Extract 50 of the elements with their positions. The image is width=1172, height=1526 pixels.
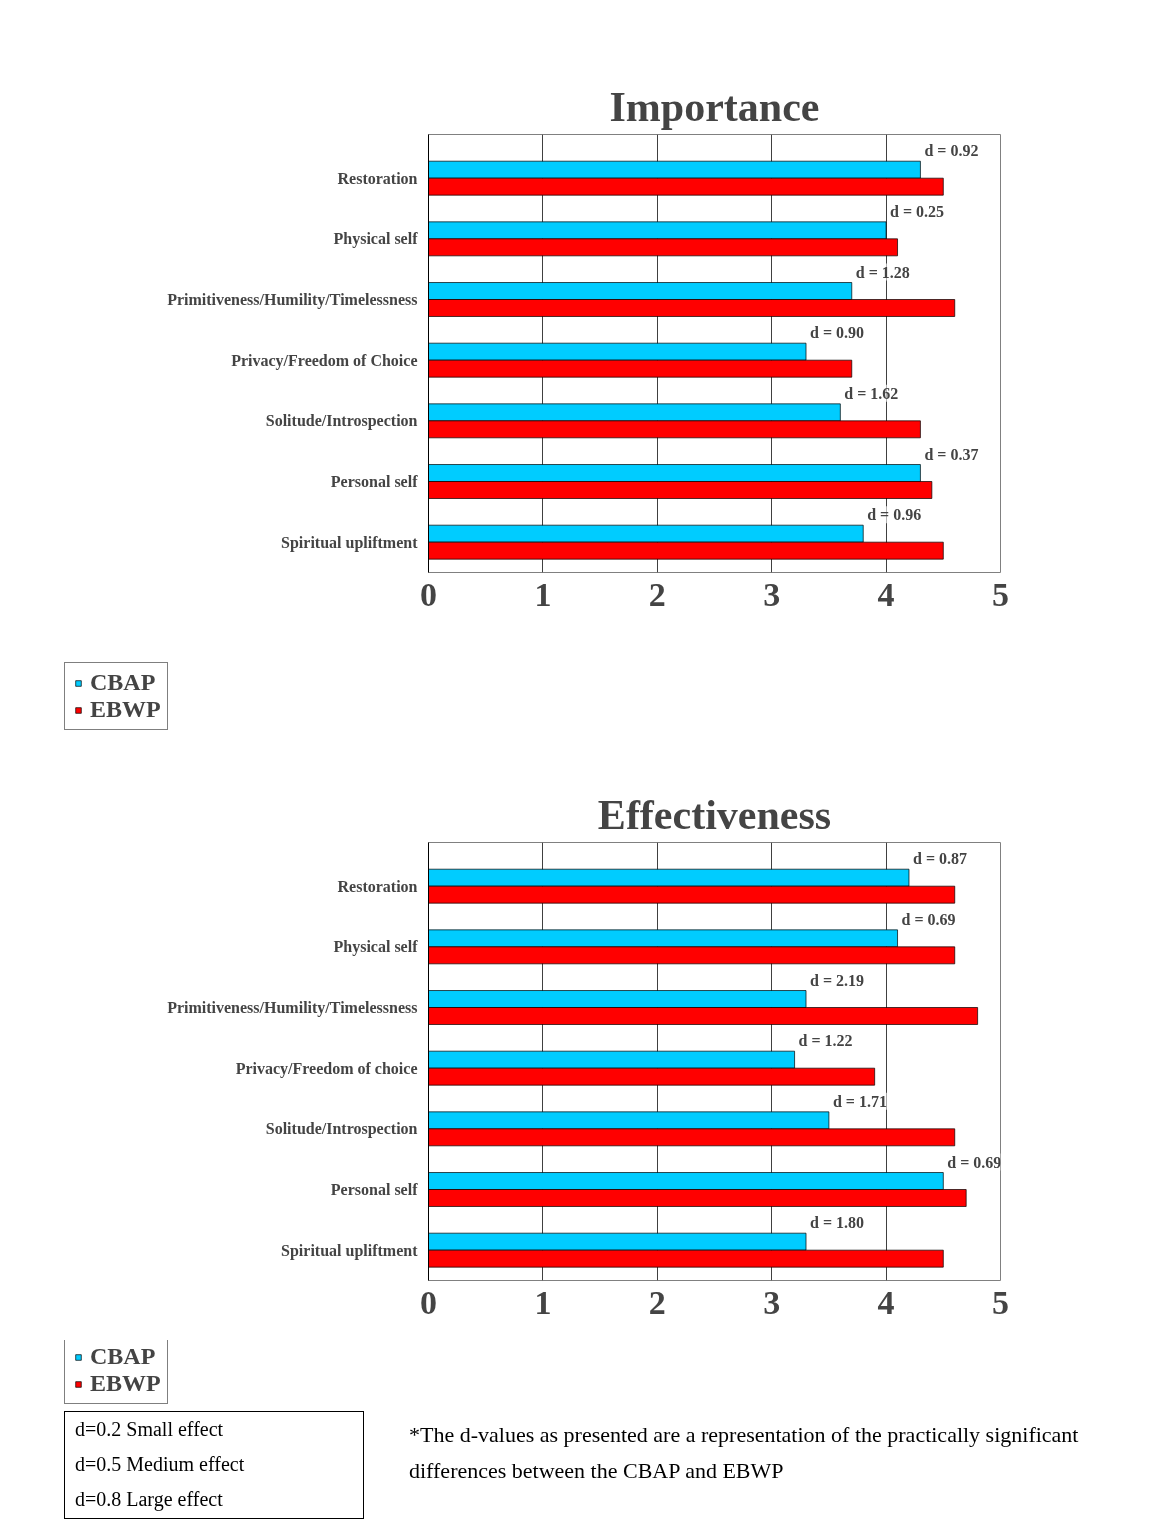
y-tick-label: Privacy/Freedom of choice xyxy=(235,1059,418,1078)
x-tick-label: 1 xyxy=(534,1283,552,1321)
legend-label: EBWP xyxy=(90,696,161,723)
x-tick-label: 5 xyxy=(992,575,1009,613)
annotation: d = 0.37 xyxy=(924,445,979,463)
y-tick-label: Primitiveness/Humility/Timelessness xyxy=(167,291,418,310)
y-tick-label: Primitiveness/Humility/Timelessness xyxy=(167,999,418,1018)
x-tick-label: 1 xyxy=(534,575,552,613)
y-tick-label: Personal self xyxy=(330,1181,419,1198)
text: d=0.8 Large effect xyxy=(75,1488,223,1510)
x-tick-label: 4 xyxy=(877,1283,895,1321)
annotation: d = 2.19 xyxy=(810,971,865,989)
y-tick-label: Personal self xyxy=(330,473,419,490)
annotation: d = 0.92 xyxy=(924,142,979,160)
x-tick-label: 2 xyxy=(648,1283,666,1321)
text: d=0.5 Medium effect xyxy=(75,1453,245,1475)
annotation: d = 0.25 xyxy=(890,202,945,220)
text: *The d-values as presented are a representation of the practically significant differences between the CBAP and EBWP xyxy=(409,1421,1080,1485)
legend-label: CBAP xyxy=(90,669,156,696)
annotation: d = 1.71 xyxy=(832,1092,887,1110)
y-tick-label: Restoration xyxy=(337,169,418,187)
x-tick-label: 2 xyxy=(648,575,666,613)
y-tick-label: Physical self xyxy=(333,230,419,249)
annotation: d = 0.87 xyxy=(912,850,967,868)
y-tick-label: Restoration xyxy=(337,877,418,895)
y-tick-label: Physical self xyxy=(333,938,419,957)
y-tick-label: Solitude/Introspection xyxy=(265,1120,418,1139)
x-tick-label: 4 xyxy=(877,575,895,613)
y-tick-label: Spiritual upliftment xyxy=(281,533,419,552)
x-tick-label: 3 xyxy=(763,1283,781,1321)
y-tick-label: Privacy/Freedom of Choice xyxy=(231,351,418,370)
x-tick-label: 0 xyxy=(420,1283,437,1321)
annotation: d = 0.96 xyxy=(867,506,922,524)
chart-title: Importance xyxy=(609,83,820,130)
annotation: d = 0.69 xyxy=(947,1153,1002,1171)
x-tick-label: 5 xyxy=(992,1283,1009,1321)
text: d=0.2 Small effect xyxy=(75,1418,224,1440)
annotation: d = 1.28 xyxy=(855,263,910,281)
annotation: d = 0.69 xyxy=(901,910,956,928)
annotation: d = 1.80 xyxy=(810,1214,865,1232)
annotation: d = 1.62 xyxy=(844,384,899,402)
y-tick-label: Solitude/Introspection xyxy=(265,412,418,431)
chart-title: Effectiveness xyxy=(597,791,832,838)
annotation: d = 0.90 xyxy=(810,324,865,342)
y-tick-label: Spiritual upliftment xyxy=(281,1241,419,1260)
legend-label: EBWP xyxy=(90,1370,161,1397)
annotation: d = 1.22 xyxy=(798,1032,853,1050)
x-tick-label: 3 xyxy=(763,575,781,613)
legend-label: CBAP xyxy=(90,1343,156,1370)
x-tick-label: 0 xyxy=(420,575,437,613)
